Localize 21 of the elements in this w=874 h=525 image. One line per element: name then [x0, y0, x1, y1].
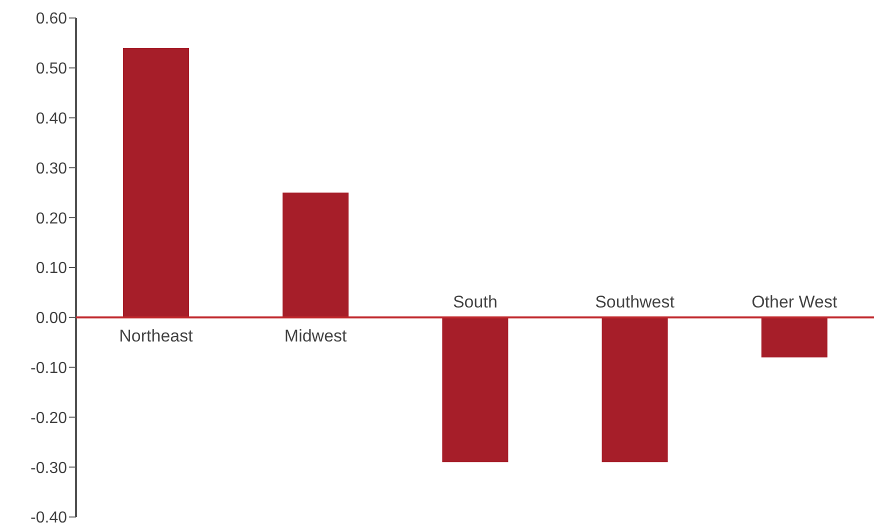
y-tick-label: 0.40	[36, 110, 68, 128]
bar	[602, 317, 668, 462]
y-tick-label: 0.60	[36, 10, 68, 28]
y-tick-label: 0.50	[36, 60, 68, 78]
bar	[123, 48, 189, 318]
x-tick-label: Other West	[752, 292, 838, 312]
bar	[442, 317, 508, 462]
y-tick-label: 0.00	[36, 310, 68, 328]
bar	[282, 192, 349, 318]
y-tick-label: 0.10	[36, 260, 68, 278]
y-tick-label: -0.10	[30, 360, 68, 377]
x-tick-label: Northeast	[119, 326, 194, 346]
bar	[761, 317, 828, 358]
x-tick-label: South	[452, 292, 498, 312]
y-tick-label: -0.20	[30, 410, 68, 427]
y-tick-label: -0.30	[30, 460, 68, 477]
y-tick-label: 0.20	[36, 210, 68, 228]
y-tick-label: -0.40	[30, 510, 68, 525]
x-tick-label: Southwest	[595, 292, 675, 312]
y-tick-label: 0.30	[36, 160, 68, 178]
x-tick-label: Midwest	[284, 326, 348, 346]
